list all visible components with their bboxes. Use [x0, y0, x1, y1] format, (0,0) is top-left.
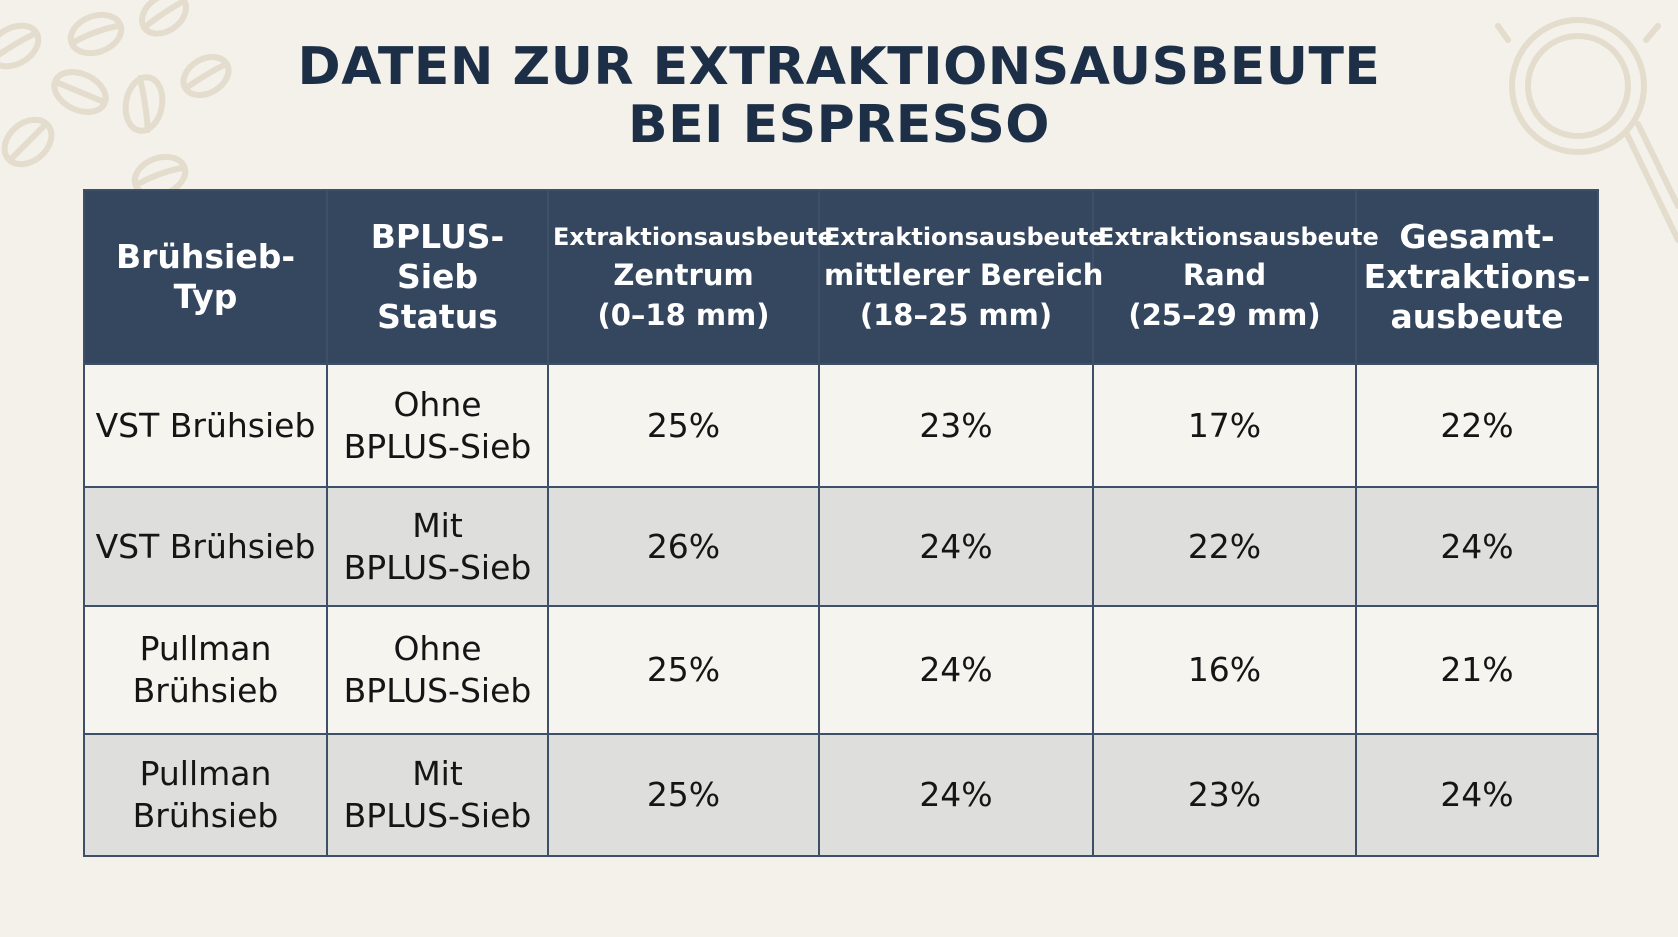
- cell-extraction-middle: 24%: [818, 605, 1094, 735]
- cell-text: Pullman: [139, 629, 272, 668]
- cell-sieve-type: VST Brühsieb: [83, 363, 328, 488]
- cell-extraction-edge: 16%: [1092, 605, 1357, 735]
- header-text: Extraktions-: [1363, 257, 1591, 296]
- header-text: Sieb: [396, 257, 479, 296]
- header-text: Status: [377, 297, 498, 336]
- header-text: Rand: [1182, 258, 1267, 292]
- header-text: mittlerer Bereich: [824, 258, 1104, 292]
- cell-sieve-type: Pullman Brühsieb: [83, 605, 328, 735]
- cell-extraction-middle: 24%: [818, 733, 1094, 857]
- cell-extraction-edge: 22%: [1092, 486, 1357, 607]
- title-line-1: DATEN ZUR EXTRAKTIONSAUSBEUTE: [297, 37, 1381, 97]
- cell-text: BPLUS-Sieb: [343, 426, 532, 466]
- header-text: Extraktionsausbeute: [553, 223, 834, 251]
- cell-text: Brühsieb: [132, 796, 279, 835]
- cell-extraction-middle: 23%: [818, 363, 1094, 488]
- title-line-2: BEI ESPRESSO: [627, 95, 1051, 155]
- cell-text: VST Brühsieb: [95, 405, 316, 445]
- header-bplus-status: BPLUS- Sieb Status: [326, 189, 549, 365]
- cell-text: Brühsieb: [132, 671, 279, 710]
- cell-text: VST Brühsieb: [95, 526, 316, 566]
- header-extraction-center: Extraktionsausbeute Zentrum (0–18 mm): [547, 189, 834, 365]
- cell-text: Mit: [412, 754, 463, 793]
- header-sieve-type: Brühsieb- Typ: [83, 189, 328, 365]
- header-text: (25–29 mm): [1128, 298, 1321, 332]
- table-header-row: Brühsieb- Typ BPLUS- Sieb Status Extrakt…: [83, 189, 1599, 365]
- cell-text: BPLUS-Sieb: [343, 547, 532, 587]
- cell-sieve-type: Pullman Brühsieb: [83, 733, 328, 857]
- cell-bplus-status: Ohne BPLUS-Sieb: [326, 605, 549, 735]
- cell-bplus-status: Mit BPLUS-Sieb: [326, 733, 549, 857]
- cell-extraction-center: 25%: [547, 605, 820, 735]
- cell-text: Ohne: [393, 384, 482, 424]
- cell-text: Mit: [412, 505, 463, 545]
- header-extraction-edge: Extraktionsausbeute Rand (25–29 mm): [1092, 189, 1379, 365]
- table-row: Pullman Brühsieb Mit BPLUS-Sieb 25% 24% …: [83, 733, 1599, 857]
- cell-text: Pullman: [139, 754, 272, 793]
- cell-text: Ohne: [393, 629, 482, 668]
- cell-total-extraction: 24%: [1355, 486, 1599, 607]
- cell-total-extraction: 21%: [1355, 605, 1599, 735]
- extraction-table: Brühsieb- Typ BPLUS- Sieb Status Extrakt…: [83, 189, 1599, 857]
- header-total-extraction: Gesamt- Extraktions- ausbeute: [1355, 189, 1599, 365]
- cell-total-extraction: 24%: [1355, 733, 1599, 857]
- header-text: ausbeute: [1390, 297, 1564, 336]
- header-extraction-middle: Extraktionsausbeute mittlerer Bereich (1…: [818, 189, 1105, 365]
- cell-extraction-center: 25%: [547, 363, 820, 488]
- header-text: (0–18 mm): [597, 298, 770, 332]
- cell-text: BPLUS-Sieb: [343, 671, 532, 710]
- header-text: Extraktionsausbeute: [824, 223, 1105, 251]
- header-text: Zentrum: [613, 258, 754, 292]
- cell-extraction-edge: 23%: [1092, 733, 1357, 857]
- table-row: VST Brühsieb Ohne BPLUS-Sieb 25% 23% 17%…: [83, 363, 1599, 488]
- cell-total-extraction: 22%: [1355, 363, 1599, 488]
- header-text: Typ: [173, 277, 238, 316]
- cell-bplus-status: Mit BPLUS-Sieb: [326, 486, 549, 607]
- cell-extraction-edge: 17%: [1092, 363, 1357, 488]
- header-text: Extraktionsausbeute: [1098, 223, 1379, 251]
- header-text: BPLUS-: [370, 217, 505, 256]
- cell-sieve-type: VST Brühsieb: [83, 486, 328, 607]
- header-text: Brühsieb-: [115, 237, 296, 276]
- cell-bplus-status: Ohne BPLUS-Sieb: [326, 363, 549, 488]
- cell-extraction-center: 25%: [547, 733, 820, 857]
- table-row: Pullman Brühsieb Ohne BPLUS-Sieb 25% 24%…: [83, 605, 1599, 735]
- chart-title: DATEN ZUR EXTRAKTIONSAUSBEUTE BEI ESPRES…: [0, 38, 1678, 154]
- cell-text: BPLUS-Sieb: [343, 796, 532, 835]
- header-text: (18–25 mm): [859, 298, 1053, 332]
- table-row: VST Brühsieb Mit BPLUS-Sieb 26% 24% 22% …: [83, 486, 1599, 607]
- header-text: Gesamt-: [1399, 217, 1555, 256]
- cell-extraction-middle: 24%: [818, 486, 1094, 607]
- cell-extraction-center: 26%: [547, 486, 820, 607]
